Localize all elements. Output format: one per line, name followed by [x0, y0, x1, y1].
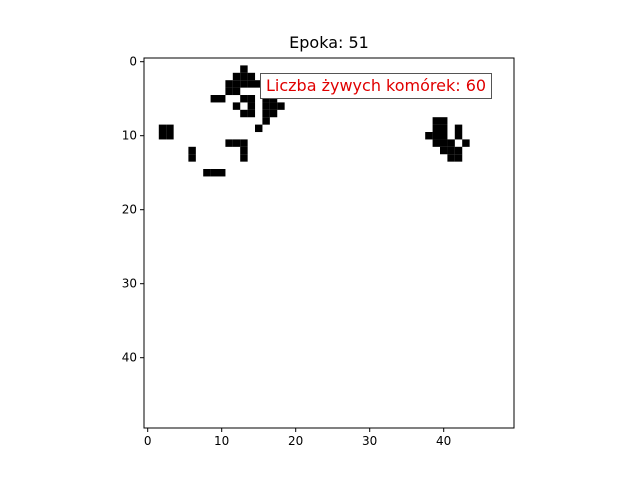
alive-cell: [425, 132, 433, 140]
alive-cell: [240, 65, 248, 73]
y-tick-label: 0: [129, 55, 137, 69]
alive-cell: [440, 132, 448, 140]
alive-cell: [232, 72, 241, 81]
y-tick-label: 30: [122, 277, 137, 291]
x-tick-label: 30: [362, 434, 377, 448]
alive-cell: [240, 109, 248, 118]
alive-cell: [432, 132, 441, 140]
alive-cell: [432, 139, 441, 147]
alive-cell: [454, 146, 463, 155]
x-tick-label: 0: [144, 434, 152, 448]
alive-cell: [432, 117, 441, 125]
alive-cell: [240, 95, 248, 103]
alive-cell: [247, 80, 256, 88]
alive-cell: [240, 139, 248, 147]
alive-cell: [440, 139, 448, 147]
alive-cell: [277, 102, 285, 110]
axes-frame: [143, 57, 515, 429]
x-tick-label: 20: [288, 434, 303, 448]
alive-cell: [255, 80, 263, 88]
y-tick-label: 10: [122, 129, 137, 143]
alive-cell: [225, 80, 233, 88]
alive-cell: [158, 124, 167, 133]
alive-cell: [232, 80, 241, 88]
alive-cell: [158, 132, 167, 140]
alive-cell: [218, 95, 226, 103]
alive-cell: [210, 95, 219, 103]
alive-cell: [232, 139, 241, 147]
alive-cell: [454, 124, 463, 133]
alive-count-annotation: Liczba żywych komórek: 60: [260, 73, 493, 99]
alive-cell: [462, 139, 470, 147]
x-tick-label: 10: [214, 434, 229, 448]
alive-cell: [232, 87, 241, 96]
alive-cell: [447, 146, 455, 155]
alive-cell: [440, 124, 448, 133]
ticks-layer: 0 10 20 30 40 0 10 20 30 40: [122, 55, 452, 448]
alive-cell: [454, 154, 463, 162]
alive-cell: [247, 102, 256, 110]
y-tick-label: 40: [122, 351, 137, 365]
alive-cell: [255, 124, 263, 133]
alive-cell: [225, 87, 233, 96]
alive-cell: [440, 146, 448, 155]
alive-cell: [262, 117, 270, 125]
alive-cell: [188, 154, 196, 162]
alive-cell: [166, 124, 174, 133]
alive-cell: [240, 154, 248, 162]
y-tick-label: 20: [122, 203, 137, 217]
alive-cell: [188, 146, 196, 155]
alive-cell: [232, 102, 241, 110]
alive-cell: [166, 132, 174, 140]
alive-cell: [225, 139, 233, 147]
alive-cell: [247, 109, 256, 118]
alive-cell: [440, 117, 448, 125]
x-tick-label: 40: [436, 434, 451, 448]
alive-cell: [447, 154, 455, 162]
alive-cell: [269, 109, 278, 118]
alive-cell: [247, 72, 256, 81]
alive-cell: [262, 102, 270, 110]
alive-cell: [432, 124, 441, 133]
alive-cell: [262, 109, 270, 118]
alive-cell: [240, 72, 248, 81]
alive-cell: [454, 132, 463, 140]
alive-cell: [247, 95, 256, 103]
alive-cell: [240, 80, 248, 88]
alive-cell: [218, 169, 226, 177]
alive-cell: [447, 139, 455, 147]
alive-cell: [203, 169, 211, 177]
plot-title: Epoka: 51: [289, 33, 369, 52]
alive-cell: [210, 169, 219, 177]
alive-cell: [240, 146, 248, 155]
alive-cell: [269, 102, 278, 110]
